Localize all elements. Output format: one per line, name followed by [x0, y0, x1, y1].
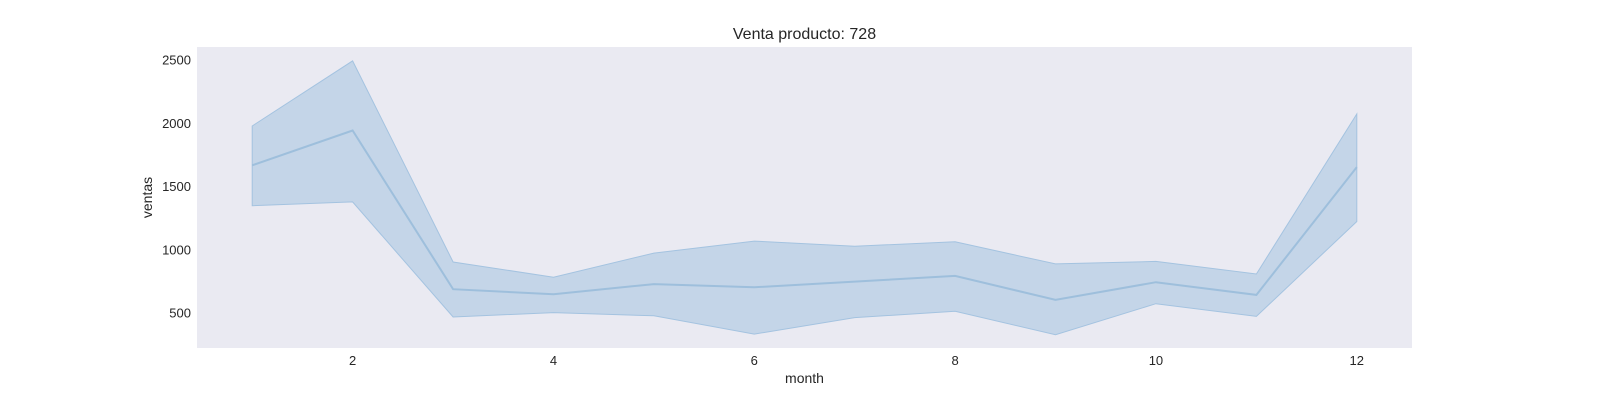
x-tick-label: 6 [751, 353, 758, 368]
x-tick-label: 12 [1350, 353, 1364, 368]
confidence-band [251, 60, 1358, 336]
y-tick-labels: 500 1000 1500 2000 2500 [162, 53, 191, 321]
confidence-band-layer [251, 60, 1358, 336]
x-tick-label: 10 [1149, 353, 1163, 368]
chart-title: Venta producto: 728 [733, 26, 876, 43]
x-tick-label: 2 [349, 353, 356, 368]
series-line [251, 129, 1358, 301]
y-tick-label: 1000 [162, 242, 191, 257]
series-line-layer [251, 129, 1358, 301]
x-axis-label: month [785, 370, 824, 386]
x-tick-label: 8 [952, 353, 959, 368]
x-tick-label: 4 [550, 353, 557, 368]
x-tick-labels: 2 4 6 8 10 12 [349, 353, 1364, 368]
y-axis-label: ventas [139, 177, 155, 218]
y-tick-label: 2000 [162, 116, 191, 131]
y-tick-label: 2500 [162, 53, 191, 68]
y-tick-label: 1500 [162, 179, 191, 194]
y-tick-label: 500 [169, 306, 191, 321]
